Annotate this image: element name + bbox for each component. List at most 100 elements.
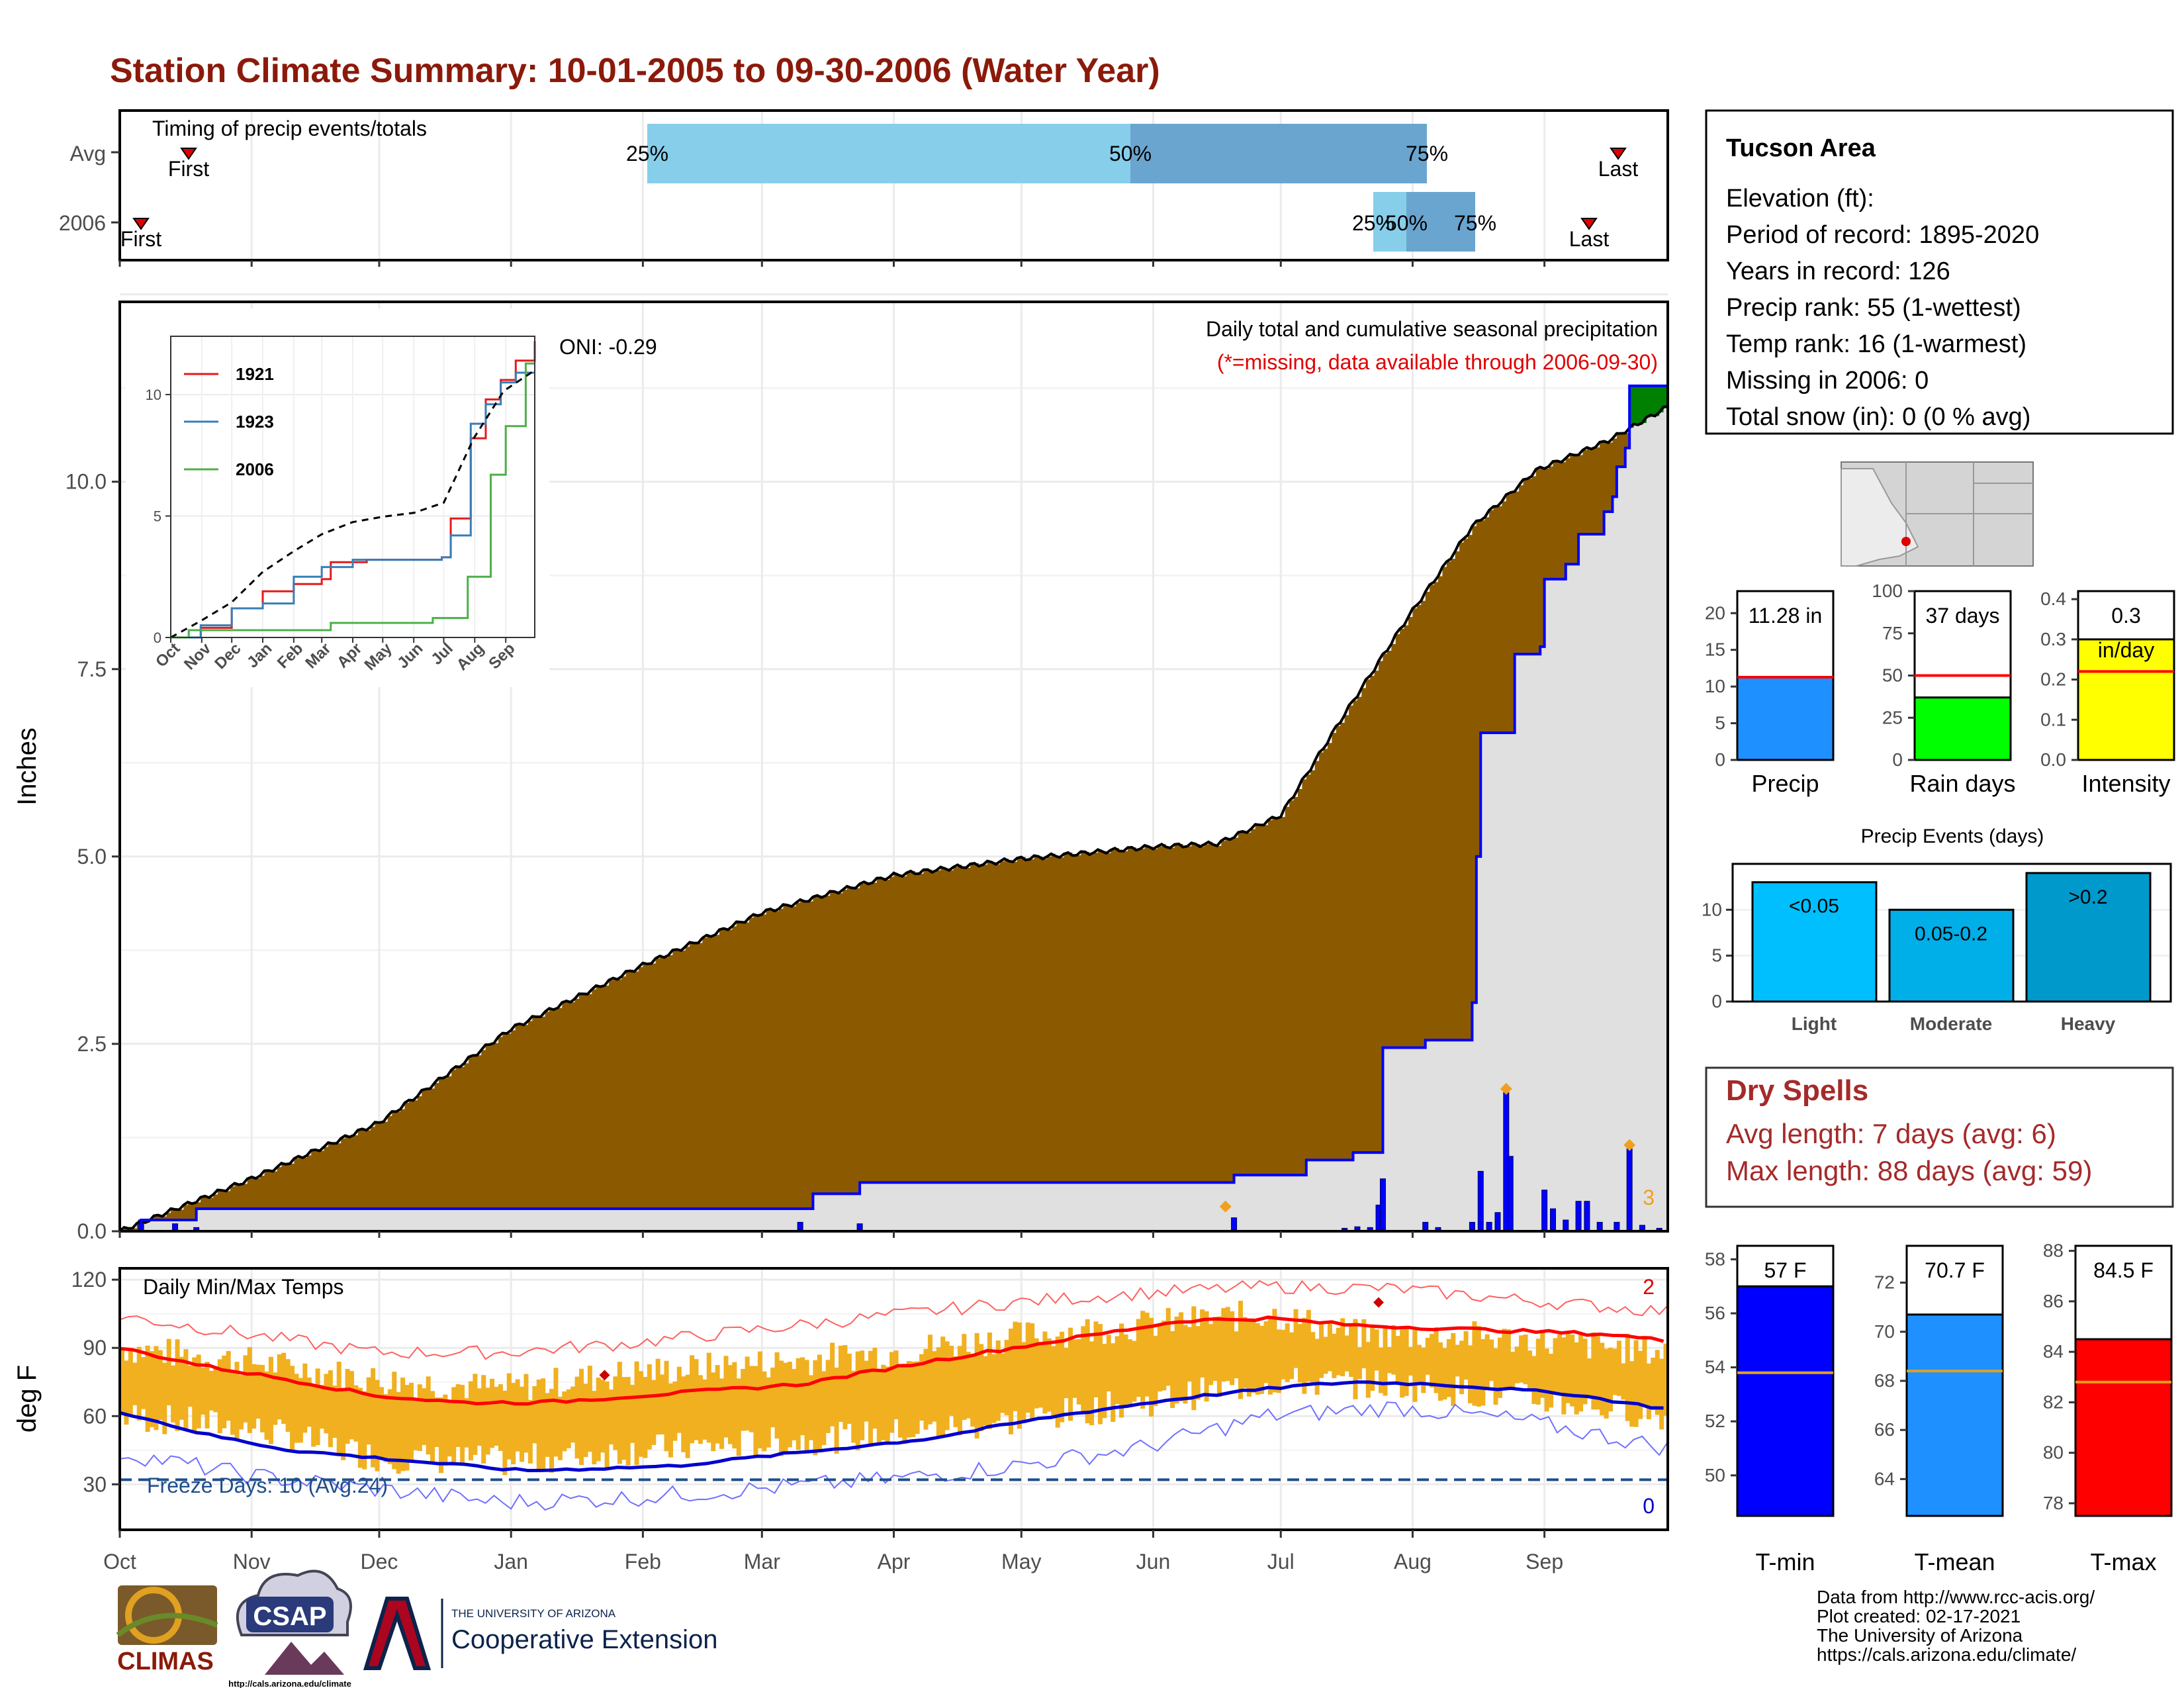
daily-precip-bar — [797, 1221, 803, 1232]
daily-temp-bar — [1068, 1327, 1073, 1421]
daily-temp-bar — [685, 1374, 690, 1458]
daily-temp-bar — [1097, 1324, 1103, 1425]
daily-temp-bar — [1285, 1323, 1290, 1382]
t-min-bar-tick-label: 56 — [1705, 1303, 1725, 1323]
daily-temp-bar — [613, 1376, 618, 1450]
daily-temp-bar — [413, 1398, 418, 1450]
daily-temp-bar — [226, 1350, 231, 1421]
info-line: Period of record: 1895-2020 — [1726, 221, 2039, 249]
daily-temp-bar — [1093, 1321, 1099, 1397]
daily-temp-bar — [953, 1356, 958, 1427]
daily-temp-bar — [298, 1378, 303, 1443]
inset-y-tick-label: 5 — [154, 508, 161, 525]
daily-temp-bar — [600, 1380, 606, 1453]
daily-temp-bar — [1642, 1336, 1647, 1405]
rain-days-bar-label: Rain days — [1909, 770, 2015, 797]
t-min-bar-value-bar — [1736, 1285, 1835, 1517]
precip-y-tick-label: 5.0 — [77, 845, 107, 868]
daily-temp-bar — [128, 1350, 133, 1417]
daily-temp-bar — [1165, 1307, 1171, 1386]
precip-total-bar-tick-label: 15 — [1705, 639, 1725, 660]
events-bar-label: Light — [1792, 1013, 1837, 1034]
daily-temp-bar — [813, 1360, 818, 1456]
daily-temp-bar — [592, 1391, 597, 1465]
daily-temp-bar — [132, 1362, 138, 1405]
daily-temp-bar — [213, 1366, 218, 1413]
month-tick-label: May — [1001, 1550, 1041, 1573]
csap-url-text: http://cals.arizona.edu/climate — [228, 1679, 351, 1688]
daily-precip-bar — [1507, 1156, 1514, 1232]
y2006-last-label: Last — [1569, 227, 1610, 251]
daily-precip-bar — [1469, 1221, 1475, 1232]
daily-temp-bar — [672, 1382, 678, 1441]
daily-temp-bar — [379, 1387, 385, 1458]
rain-days-bar-tick-label: 100 — [1872, 581, 1903, 601]
daily-temp-bar — [1281, 1329, 1286, 1380]
avg-cumulative-line — [118, 405, 1668, 1233]
daily-temp-bar — [885, 1366, 890, 1442]
daily-temp-bar — [1638, 1350, 1643, 1419]
inset-legend-label: 1921 — [236, 364, 274, 384]
daily-temp-bar — [1085, 1319, 1090, 1424]
daily-temp-bar — [570, 1386, 576, 1443]
daily-temp-bar — [957, 1346, 962, 1436]
daily-temp-bar — [396, 1391, 401, 1474]
daily-temp-bar — [1361, 1319, 1367, 1368]
temp-y-tick-label: 60 — [83, 1404, 107, 1428]
daily-temp-bar — [681, 1376, 686, 1452]
t-min-bar-value-label: 57 F — [1764, 1258, 1806, 1282]
events-bar — [1888, 908, 2015, 1003]
inset-series-lines — [170, 341, 536, 639]
daily-temp-bar — [796, 1358, 801, 1450]
daily-temp-bar — [1106, 1335, 1111, 1392]
daily-temp-bar — [787, 1362, 792, 1448]
daily-temp-bar — [1238, 1301, 1244, 1399]
daily-temp-bar — [1549, 1354, 1554, 1408]
daily-temp-bar — [336, 1362, 341, 1456]
map-state-lines — [1905, 462, 2033, 566]
precip-total-bar-tick-label: 5 — [1715, 713, 1725, 733]
daily-temp-bar — [634, 1361, 639, 1466]
daily-temp-bar — [596, 1378, 601, 1462]
daily-temp-bar — [179, 1356, 184, 1420]
daily-temp-bar — [630, 1384, 635, 1443]
events-bar-range: <0.05 — [1789, 896, 1839, 917]
t-max-bar-tick-label: 86 — [2043, 1291, 2064, 1311]
daily-temp-bar — [1497, 1337, 1502, 1398]
temp-record-markers — [599, 1297, 1385, 1381]
t-mean-bar-label: T-mean — [1914, 1548, 1995, 1575]
temp-panel-title: Daily Min/Max Temps — [143, 1275, 343, 1299]
record-high-line — [119, 1280, 1668, 1360]
daily-temp-bar — [324, 1374, 329, 1434]
daily-temp-bar — [1416, 1344, 1422, 1383]
daily-temp-bar — [506, 1373, 512, 1460]
daily-temp-bar — [1008, 1329, 1014, 1434]
daily-temp-bar — [443, 1394, 448, 1466]
month-tick-label: Aug — [1394, 1550, 1432, 1573]
daily-temp-bar — [464, 1398, 469, 1448]
daily-temp-bar — [166, 1338, 171, 1405]
daily-temp-bar — [247, 1346, 252, 1433]
daily-temp-bar — [889, 1352, 895, 1433]
daily-temp-bar — [1251, 1319, 1256, 1393]
daily-temp-bar — [494, 1386, 499, 1446]
precip-total-bar-value-label: 11.28 in — [1749, 604, 1823, 628]
daily-temp-bar — [741, 1368, 746, 1431]
ua-small-text: THE UNIVERSITY OF ARIZONA — [451, 1607, 616, 1620]
daily-temp-bar — [838, 1345, 843, 1422]
daily-temp-bar — [757, 1351, 762, 1448]
t-mean-bar-tick-label: 72 — [1874, 1272, 1895, 1293]
daily-temp-bar — [1608, 1347, 1614, 1412]
record-high-count: 2 — [1643, 1275, 1655, 1299]
daily-temp-bar — [1412, 1330, 1418, 1402]
events-frame — [1731, 863, 2172, 1003]
daily-temp-bar — [991, 1354, 997, 1423]
daily-temp-bar — [1467, 1345, 1473, 1403]
avg-last-label: Last — [1598, 157, 1639, 181]
daily-temp-bar — [511, 1383, 516, 1465]
daily-temp-bar — [1659, 1358, 1664, 1430]
rain-days-bar-tick-label: 75 — [1882, 623, 1903, 643]
daily-temp-bar — [944, 1341, 950, 1430]
daily-temp-bar — [447, 1399, 452, 1457]
daily-temp-bar — [1242, 1317, 1248, 1388]
